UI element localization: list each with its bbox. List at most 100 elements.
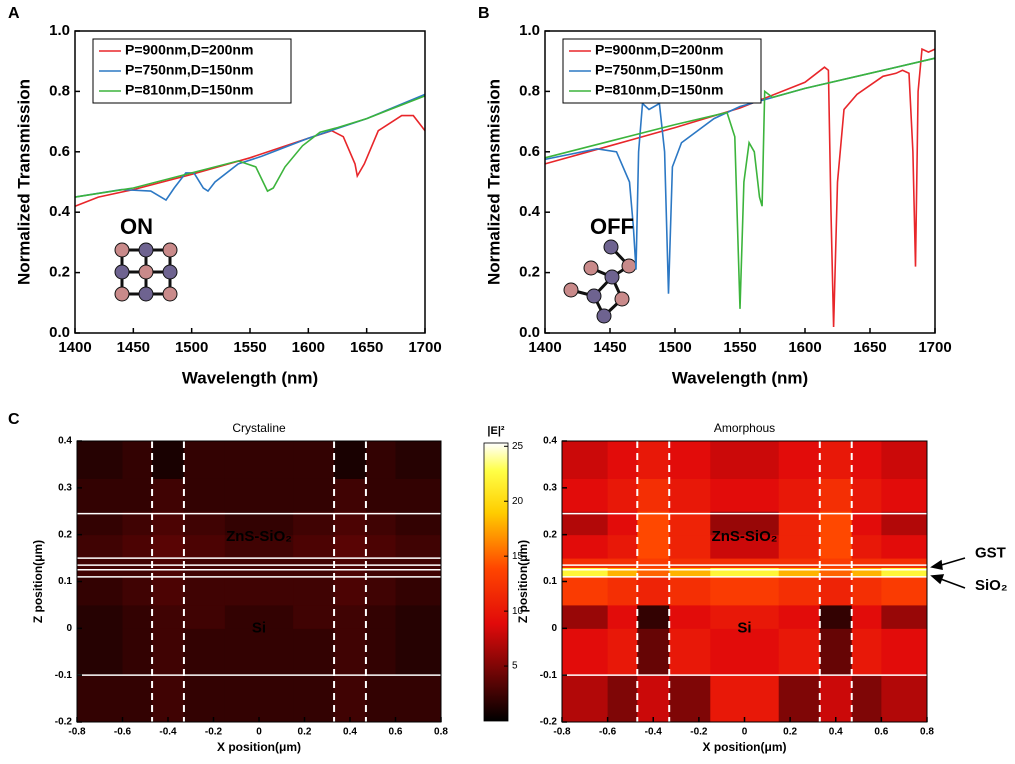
heat-cell [293,534,335,559]
heat-cell [395,478,442,512]
series-line [74,93,426,202]
colorbar-tick-label: 10 [512,606,524,617]
heat-cell [778,567,821,578]
x-tick-label: 0.2 [783,727,797,738]
heat-cell [122,511,153,536]
y-tick-label: 0.3 [543,482,557,493]
legend-label: P=810nm,D=150nm [125,82,253,98]
heat-cell [395,675,442,723]
heat-cell [395,511,442,536]
heat-cell [669,628,711,676]
heat-cell [881,604,928,629]
heat-cell [710,558,780,568]
heat-cell [122,567,153,578]
heat-cell [637,558,670,568]
heat-cell [365,478,396,512]
heat-cell [224,511,294,536]
heat-cell [122,478,153,512]
x-tick-label: -0.4 [159,727,177,738]
heat-cell [77,441,123,479]
heat-cell [334,675,367,723]
x-tick-label: -0.4 [645,727,663,738]
heat-cell [77,478,123,512]
y-tick-label: 0.6 [49,143,70,160]
heat-cell [183,675,226,723]
heat-cell [562,628,609,676]
x-axis-label: X position(μm) [703,740,787,754]
heat-cell [819,628,853,676]
colorbar [483,442,509,722]
heat-cell [395,576,442,606]
heat-cell [224,576,294,606]
heat-cell [881,675,928,723]
heat-cell [365,576,396,606]
heat-cell [851,567,882,578]
legend-label: P=750nm,D=150nm [595,62,723,78]
x-tick-label: 1700 [408,339,441,356]
y-tick-label: 0.1 [543,576,557,587]
heat-cell [881,441,928,479]
heat-cell [637,567,670,578]
heat-cell [152,576,185,606]
heat-cell [224,567,294,578]
heat-cell [851,511,882,536]
heat-cell [224,675,294,723]
y-tick-label: 0.2 [58,529,72,540]
x-tick-label: 1500 [175,339,208,356]
y-tick-label: 1.0 [519,22,540,39]
colorbar-tick-label: 5 [512,661,518,672]
on-icon [114,242,178,302]
heat-cell [293,511,335,536]
heat-cell [334,511,367,536]
heat-cell [122,558,153,568]
y-tick-label: -0.1 [540,670,558,681]
heat-cell [710,567,780,578]
heat-cell [152,567,185,578]
heatmap-title: Amorphous [714,421,775,435]
x-tick-label: -0.2 [205,727,223,738]
plot [74,93,426,207]
colorbar-tick-label: 15 [512,551,524,562]
heat-cell [710,534,780,559]
annotation: ZnS-SiO₂ [226,528,292,545]
annotation: ZnS-SiO₂ [712,528,778,545]
heat-cell [637,441,670,479]
heat-cell [365,441,396,479]
heat-cell [183,567,226,578]
heat-cell [183,628,226,676]
annotation-arrows [930,557,966,589]
heat-cell [851,675,882,723]
heat-cell [224,534,294,559]
x-tick-label: 1550 [233,339,266,356]
heat-cell [152,534,185,559]
heat-cell [562,558,609,568]
heat-cell [851,441,882,479]
heat-cell [710,628,780,676]
plot [544,47,936,328]
y-tick-label: 0.2 [49,264,70,281]
heat-cell [224,478,294,512]
heat-cell [183,558,226,568]
heat-cell [637,628,670,676]
heat-cell [669,675,711,723]
annotation: Si [737,619,751,636]
x-tick-label: 0 [742,727,748,738]
y-tick-label: 0 [551,623,557,634]
x-tick-label: 1450 [593,339,626,356]
colorbar-label: |E|² [487,425,504,437]
heat-cell [334,441,367,479]
heat-cell [365,534,396,559]
heat-cell [334,534,367,559]
x-tick-label: 0.4 [829,727,843,738]
heat-cell [365,604,396,629]
x-tick-label: 0.8 [434,727,448,738]
x-tick-label: 0.2 [298,727,312,738]
heat-cell [183,576,226,606]
colorbar-tick-label: 20 [512,496,524,507]
heat-cell [293,558,335,568]
heat-cell [395,534,442,559]
heat-cell [710,441,780,479]
heat-cell [778,604,821,629]
heat-cell [669,534,711,559]
